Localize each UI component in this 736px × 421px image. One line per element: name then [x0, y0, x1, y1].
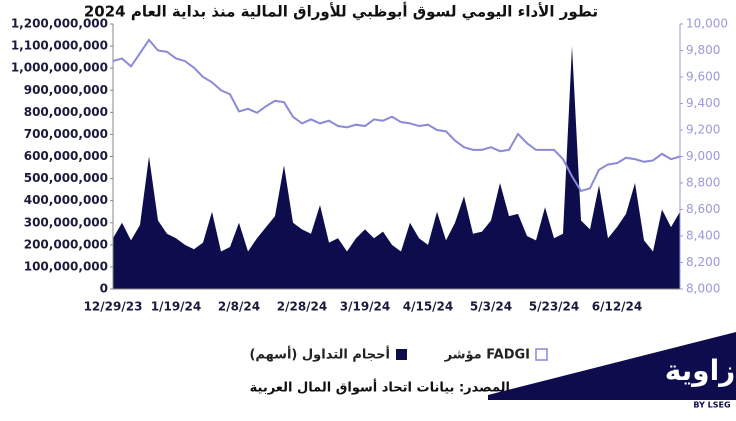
y2-tick-label: 8,400	[686, 229, 720, 243]
x-tick-label: 2/28/24	[277, 300, 328, 314]
x-tick-label: 1/19/24	[151, 300, 202, 314]
legend-swatch	[396, 349, 407, 360]
x-tick-label: 5/3/24	[470, 300, 512, 314]
y2-tick-label: 9,000	[686, 149, 720, 163]
y-tick-label: 300,000,000	[24, 215, 108, 229]
x-tick-label: 12/29/23	[84, 300, 143, 314]
brand-shape	[488, 332, 736, 400]
y2-tick-label: 9,800	[686, 43, 720, 57]
y-tick-label: 900,000,000	[24, 83, 108, 97]
brand-sub: BY LSEG	[693, 401, 730, 410]
y-tick-label: 100,000,000	[24, 259, 108, 273]
y-tick-label: 1,200,000,000	[11, 17, 108, 31]
y-tick-label: 700,000,000	[24, 127, 108, 141]
y2-tick-label: 8,800	[686, 176, 720, 190]
y-tick-label: 400,000,000	[24, 193, 108, 207]
y2-tick-label: 9,200	[686, 123, 720, 137]
y-tick-label: 0	[100, 282, 108, 296]
y-tick-label: 1,100,000,000	[11, 39, 108, 53]
x-tick-label: 5/23/24	[529, 300, 580, 314]
index-line	[112, 38, 681, 193]
x-tick-label: 2/8/24	[218, 300, 260, 314]
legend-label: مؤشر FADGI	[444, 348, 530, 363]
y2-tick-label: 8,600	[686, 202, 720, 216]
y2-tick-label: 9,600	[686, 70, 720, 84]
source-note: المصدر: بيانات اتحاد أسواق المال العربية	[250, 379, 510, 396]
y2-tick-label: 9,400	[686, 96, 720, 110]
x-tick-label: 4/15/24	[403, 300, 454, 314]
brand-logo: زاوية	[665, 354, 736, 387]
x-tick-label: 3/19/24	[340, 300, 391, 314]
volume-area	[113, 46, 680, 290]
y2-tick-label: 8,200	[686, 255, 720, 269]
y2-tick-label: 10,000	[686, 17, 728, 31]
y-tick-label: 1,000,000,000	[11, 61, 108, 75]
chart-title: تطور الأداء اليومي لسوق أبوظبي للأوراق ا…	[84, 2, 598, 21]
x-tick-label: 6/12/24	[592, 300, 643, 314]
legend-label: أحجام التداول (أسهم)	[249, 346, 390, 363]
legend-swatch	[535, 348, 548, 361]
y-tick-label: 800,000,000	[24, 105, 108, 119]
y2-tick-label: 8,000	[686, 282, 720, 296]
y-tick-label: 600,000,000	[24, 149, 108, 163]
y-tick-label: 200,000,000	[24, 237, 108, 251]
y-tick-label: 500,000,000	[24, 171, 108, 185]
